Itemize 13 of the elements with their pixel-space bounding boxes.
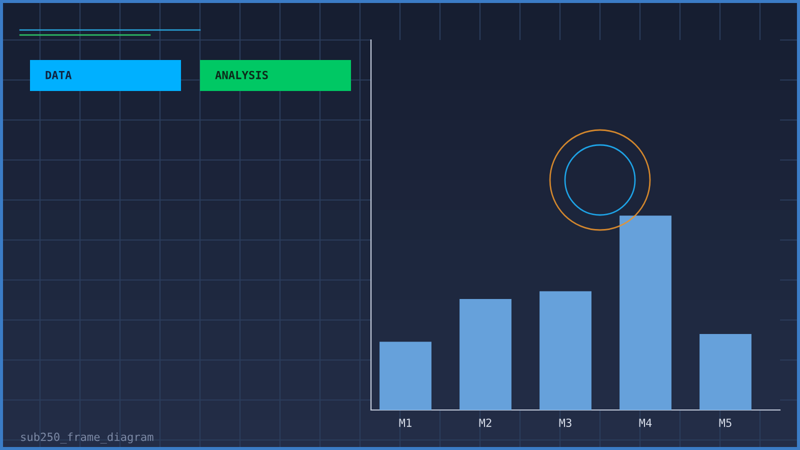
bar [460, 299, 512, 410]
text: DATA [46, 70, 72, 80]
text: ANALYSIS [215, 70, 268, 80]
x-tick-label: M3 [559, 418, 572, 427]
bar [700, 334, 752, 410]
x-tick-label: M2 [479, 418, 492, 427]
bar [620, 216, 672, 410]
x-tick-label: M4 [639, 418, 652, 427]
bar [380, 342, 432, 410]
x-tick-label: M1 [399, 418, 412, 427]
text: sub250_frame_diagram [21, 432, 154, 444]
bar [540, 291, 592, 410]
x-tick-label: M5 [719, 418, 732, 427]
